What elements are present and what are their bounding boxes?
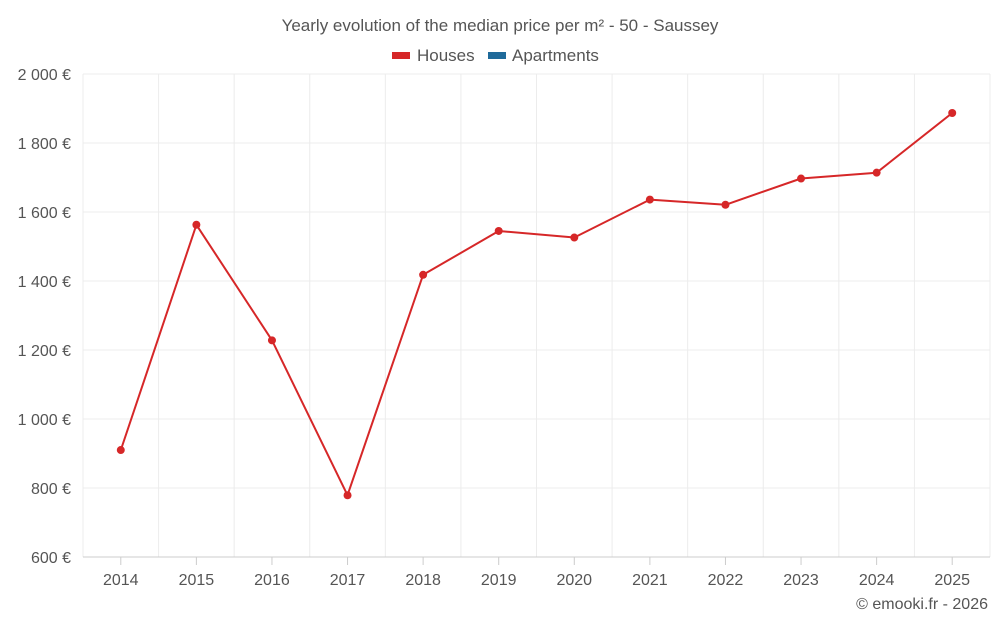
grid	[82, 73, 991, 557]
x-tick-label: 2019	[481, 572, 517, 589]
x-tick-label: 2015	[179, 572, 215, 589]
x-tick-label: 2023	[783, 572, 819, 589]
data-point-houses-2020	[570, 233, 579, 242]
x-tick-label: 2017	[330, 572, 366, 589]
y-tick-label: 600 €	[31, 550, 71, 567]
y-tick-label: 1 000 €	[18, 412, 71, 429]
series-line-houses	[119, 112, 953, 497]
y-tick-label: 1 800 €	[18, 136, 71, 153]
data-point-houses-2017	[343, 491, 352, 500]
data-point-houses-2015	[192, 220, 201, 229]
legend-label-apartments[interactable]: Apartments	[512, 46, 599, 65]
y-tick-label: 1 200 €	[18, 343, 71, 360]
data-point-houses-2021	[645, 195, 654, 204]
y-tick-label: 1 400 €	[18, 274, 71, 291]
x-tick-label: 2018	[405, 572, 441, 589]
x-tick-label: 2021	[632, 572, 668, 589]
y-tick-label: 800 €	[31, 481, 71, 498]
x-tick-label: 2020	[556, 572, 592, 589]
x-tick-label: 2025	[934, 572, 970, 589]
y-tick-label: 2 000 €	[18, 67, 71, 84]
x-tick-label: 2024	[859, 572, 895, 589]
data-point-houses-2016	[267, 336, 276, 345]
x-tick-label: 2022	[708, 572, 744, 589]
series	[116, 108, 957, 500]
x-tick-label: 2016	[254, 572, 290, 589]
legend-label-houses[interactable]: Houses	[417, 46, 475, 65]
legend-swatch-houses	[392, 52, 410, 59]
chart-title: Yearly evolution of the median price per…	[282, 16, 719, 35]
data-point-houses-2018	[419, 270, 428, 279]
credit-text: © emooki.fr - 2026	[856, 596, 988, 613]
data-point-houses-2014	[116, 446, 125, 455]
data-point-houses-2023	[797, 174, 806, 183]
data-point-houses-2025	[948, 108, 957, 117]
data-point-houses-2022	[721, 200, 730, 209]
axes: 600 € 800 € 1 000 € 1 200 € 1 400 € 1 600 € 1 …	[18, 67, 990, 589]
data-point-houses-2024	[872, 168, 881, 177]
data-point-houses-2019	[494, 226, 503, 235]
x-tick-label: 2014	[103, 572, 139, 589]
y-tick-label: 1 600 €	[18, 205, 71, 222]
legend-swatch-apartments	[488, 52, 506, 59]
legend: Houses Apartments	[392, 46, 599, 65]
